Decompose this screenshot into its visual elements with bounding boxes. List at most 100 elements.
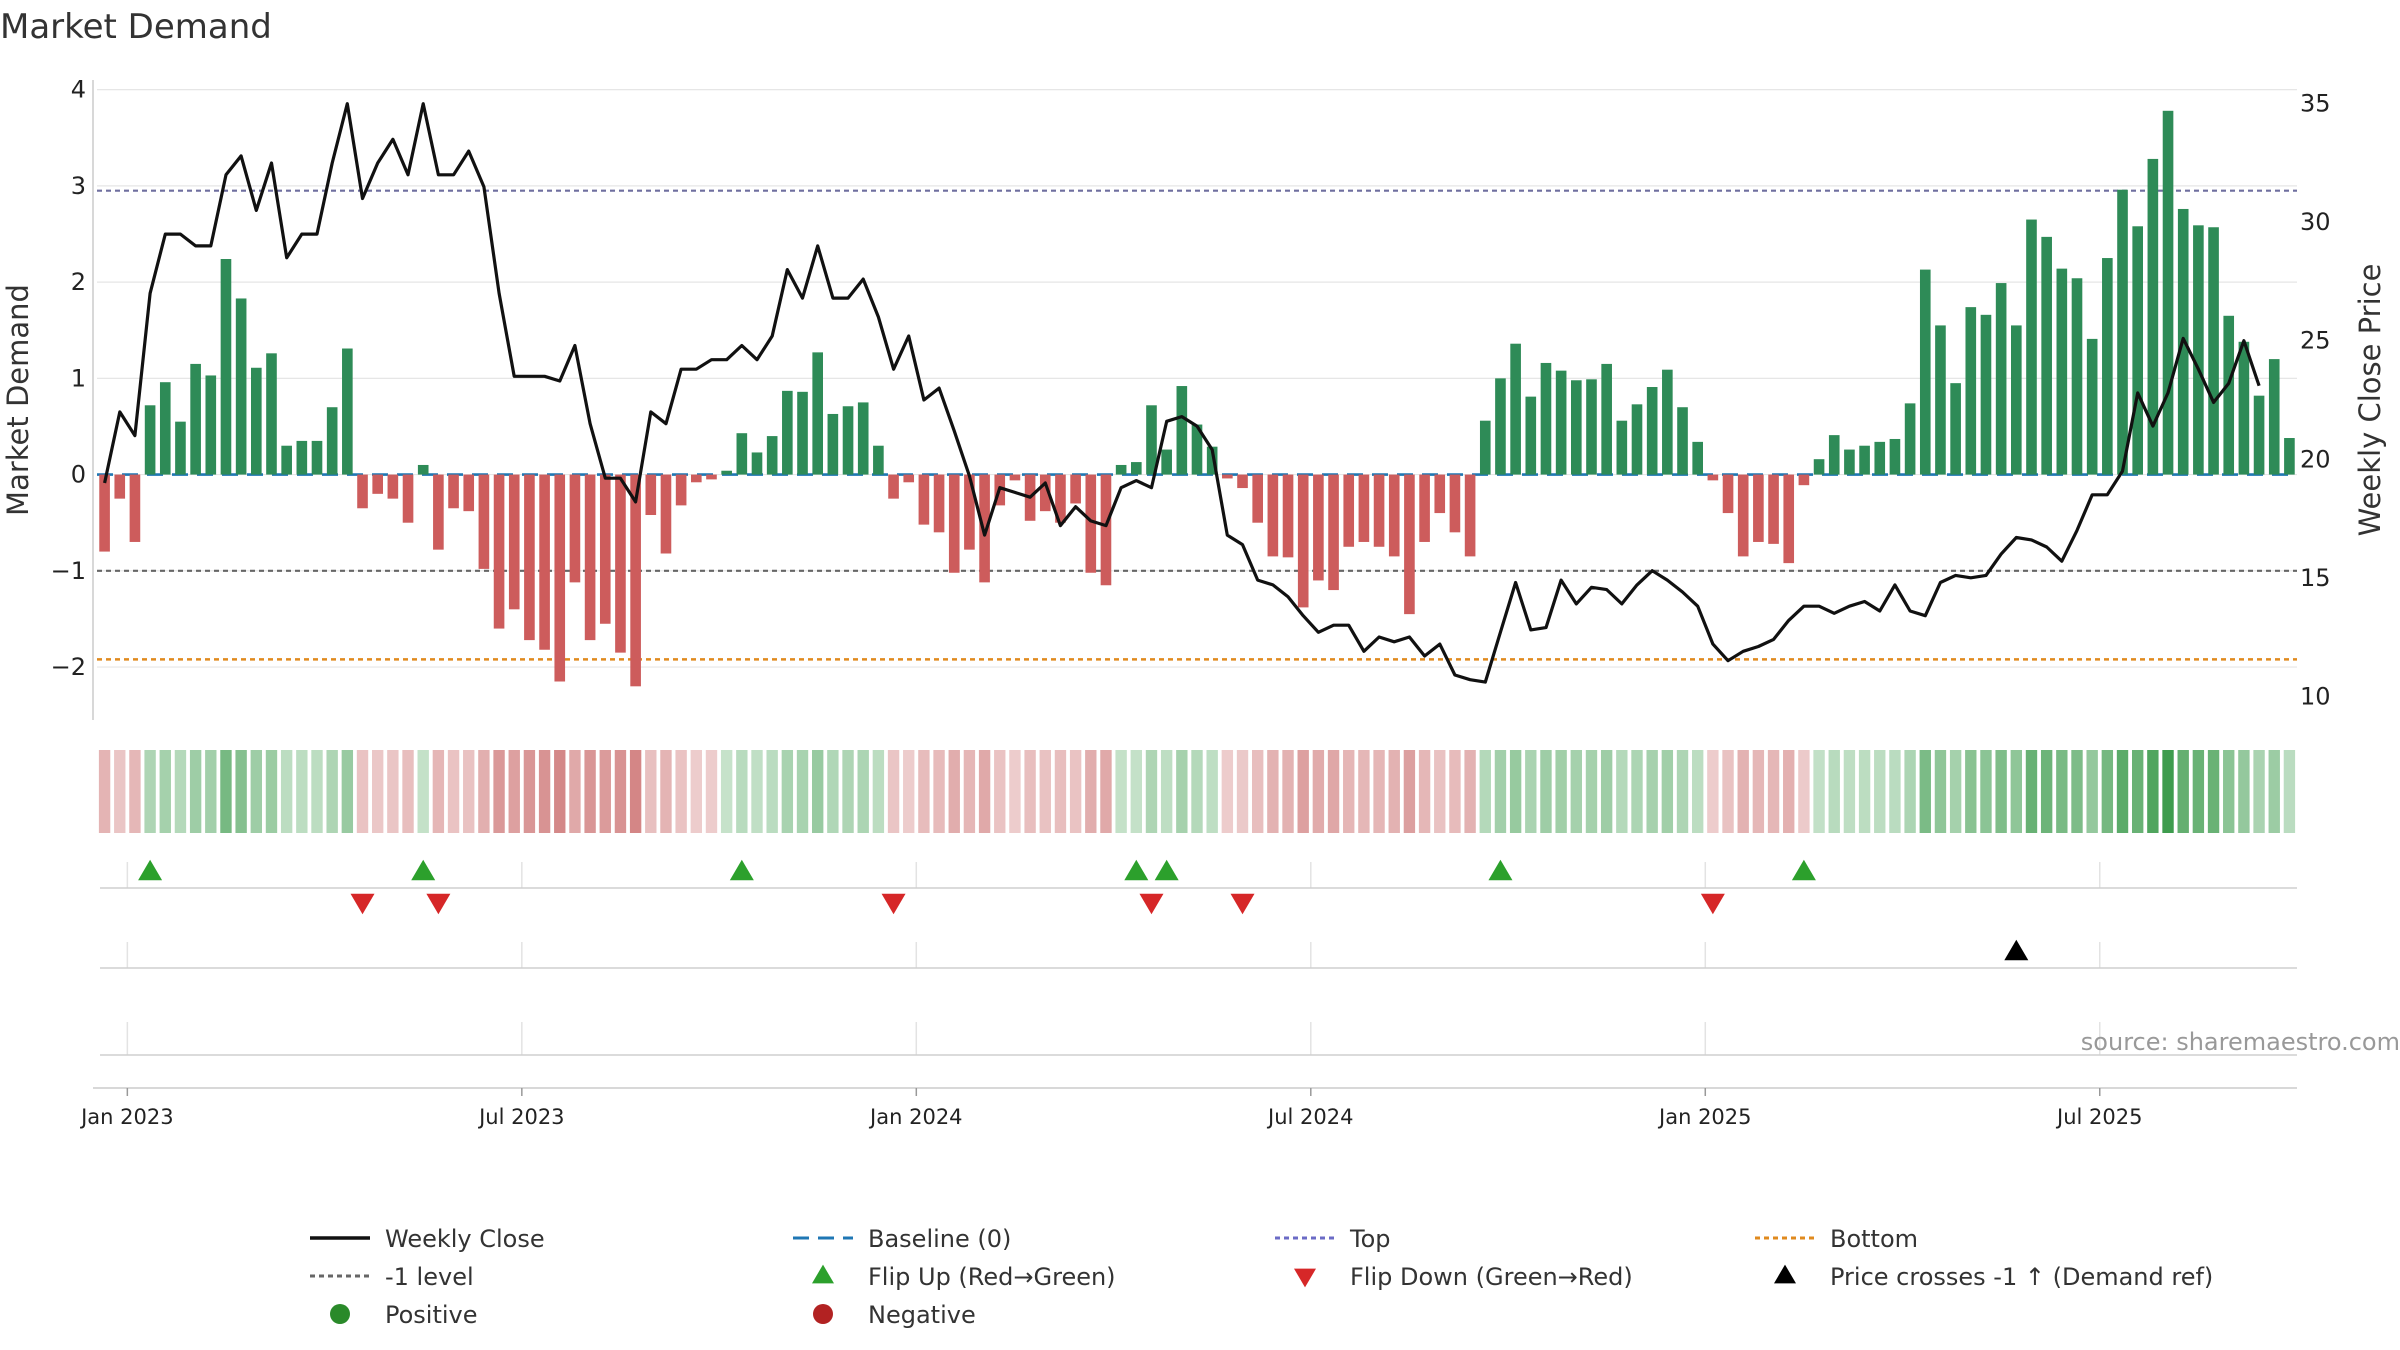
heat-cell [1904, 750, 1916, 833]
heat-cell [1434, 750, 1446, 833]
heat-cell [1600, 750, 1613, 833]
negative-demand-bar [539, 474, 550, 650]
heat-cell [2056, 750, 2068, 833]
heat-cell [1585, 750, 1598, 833]
heat-cell [372, 750, 384, 833]
legend-item: Flip Up (Red→Green) [812, 1263, 1116, 1291]
date-axis: Jan 2023 Jul 2023 Jan 2024 Jul 2024 Jan 2025… [79, 1088, 2142, 1129]
negative-demand-bar [463, 474, 475, 512]
positive-demand-bar [721, 470, 732, 475]
signal-markers [138, 859, 2029, 961]
right-axis-title: Weekly Close Price [2353, 264, 2387, 537]
legend-swatch-triangle [1294, 1268, 1316, 1288]
negative-demand-bar [1798, 474, 1810, 486]
positive-demand-bar [144, 405, 156, 475]
flip-up-marker [1124, 859, 1149, 881]
heat-cell [629, 750, 642, 833]
heat-cell [1631, 750, 1643, 833]
heat-cell [1570, 750, 1582, 833]
heat-cell [2177, 750, 2189, 833]
negative-demand-bar [706, 474, 717, 480]
heat-cell [1236, 750, 1249, 833]
negative-demand-bar [1328, 474, 1339, 591]
heat-cell [296, 750, 308, 833]
heat-cell [675, 750, 687, 833]
flip-down-marker [426, 893, 451, 915]
negative-demand-bar [1267, 474, 1279, 557]
positive-demand-bar [873, 445, 884, 475]
positive-demand-bar [2026, 219, 2037, 475]
heat-cell [1145, 750, 1158, 833]
weekly-close-line [103, 102, 2261, 684]
heat-cell [493, 750, 505, 833]
legend-item: -1 level [310, 1263, 474, 1291]
positive-demand-bar [1479, 420, 1491, 475]
heat-cell [1828, 750, 1840, 833]
flip-down-marker [881, 893, 906, 915]
heat-cell [1297, 750, 1309, 833]
positive-demand-bar [736, 433, 748, 475]
heat-cell [751, 750, 763, 833]
positive-demand-bar [1206, 446, 1218, 475]
positive-demand-bar [1191, 424, 1203, 475]
positive-demand-bar [842, 406, 854, 475]
chart-title: Market Demand [0, 7, 272, 47]
heat-cell [402, 750, 414, 833]
positive-demand-bar [1631, 404, 1643, 475]
heat-cell [1980, 750, 1992, 833]
positive-demand-bar [1859, 445, 1870, 475]
legend-label: Positive [385, 1301, 478, 1329]
negative-demand-bar [1464, 474, 1476, 557]
positive-demand-bar [1601, 363, 1612, 475]
negative-demand-bar [99, 474, 110, 552]
negative-demand-bar [1404, 474, 1415, 615]
positive-demand-bar [205, 375, 217, 475]
positive-demand-bar [827, 413, 839, 475]
negative-demand-bar [372, 474, 383, 494]
positive-demand-bar [1510, 343, 1521, 475]
positive-demand-bar [2086, 338, 2098, 475]
positive-demand-bar [1904, 403, 1916, 475]
positive-demand-bar [1995, 283, 2007, 475]
heat-cell [2238, 750, 2250, 833]
date-tick-label: Jul 2023 [477, 1105, 564, 1129]
positive-demand-bar [1844, 449, 1855, 475]
heat-cell [872, 750, 885, 833]
heat-cell [326, 750, 338, 833]
heat-cell [812, 750, 824, 833]
positive-demand-bar [251, 367, 262, 475]
negative-demand-bar [1753, 474, 1764, 542]
heat-cell [2162, 750, 2174, 833]
legend-swatch-triangle [812, 1264, 834, 1284]
heat-cell [736, 750, 748, 833]
positive-demand-bar [2041, 236, 2052, 475]
heat-cell [387, 750, 399, 833]
heat-cell [1525, 750, 1537, 833]
left-tick-label: 4 [71, 76, 86, 104]
right-tick-label: 35 [2300, 90, 2331, 118]
positive-demand-bar [1555, 370, 1567, 475]
source-label: source: sharemaestro.com [2081, 1028, 2400, 1056]
date-tick-label: Jul 2025 [2055, 1105, 2142, 1129]
heat-cell [98, 750, 111, 833]
heat-cell [1767, 750, 1780, 833]
positive-demand-bar [342, 348, 353, 475]
positive-demand-bar [751, 452, 763, 475]
negative-demand-bar [1282, 474, 1294, 558]
negative-demand-bar [948, 474, 960, 573]
negative-demand-bar [599, 474, 611, 624]
heat-cell [2283, 750, 2296, 833]
negative-demand-bar [660, 474, 672, 554]
heat-cell [235, 750, 247, 833]
positive-demand-bar [190, 363, 201, 475]
heat-cell [933, 750, 945, 833]
positive-demand-bar [766, 436, 778, 475]
heat-cell [1206, 750, 1218, 833]
positive-demand-bar [2253, 395, 2265, 475]
legend-item: Top [1275, 1225, 1391, 1253]
positive-demand-bar [175, 421, 186, 475]
legend-item: Flip Down (Green→Red) [1294, 1263, 1633, 1291]
negative-demand-bar [933, 474, 945, 533]
negative-demand-bar [630, 474, 641, 687]
heat-cell [2101, 750, 2114, 833]
